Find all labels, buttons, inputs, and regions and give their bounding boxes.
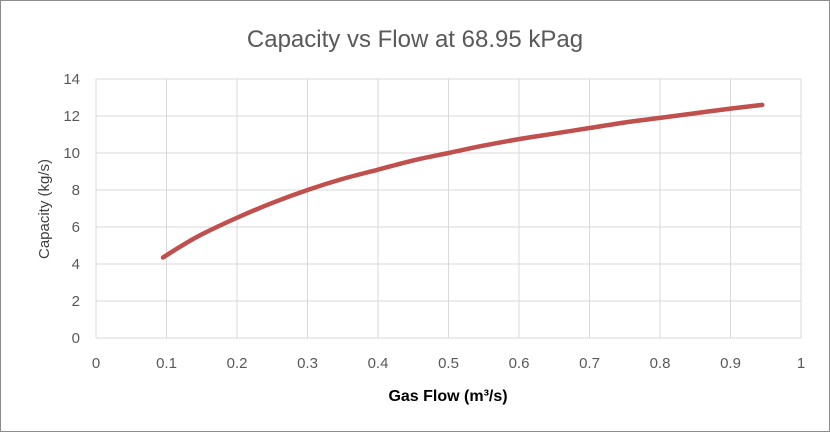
- series-line: [160, 102, 765, 260]
- x-tick-label: 0: [92, 355, 100, 372]
- x-tick-label: 0.3: [297, 355, 318, 372]
- x-axis-label: Gas Flow (m³/s): [388, 388, 507, 405]
- y-tick-label: 12: [63, 108, 80, 125]
- x-tick-label: 0.5: [438, 355, 459, 372]
- series-layer: [160, 102, 765, 260]
- y-tick-label: 14: [63, 71, 80, 88]
- gridlines: [95, 78, 802, 339]
- y-tick-label: 4: [72, 256, 80, 273]
- x-tick-label: 0.9: [720, 355, 741, 372]
- x-tick-label: 0.6: [509, 355, 530, 372]
- y-tick-label: 10: [63, 145, 80, 162]
- x-tick-label: 0.4: [368, 355, 389, 372]
- y-tick-label: 8: [72, 182, 80, 199]
- y-tick-label: 0: [72, 330, 80, 347]
- x-tick-label: 1: [797, 355, 805, 372]
- y-tick-label: 6: [72, 219, 80, 236]
- x-tick-label: 0.8: [650, 355, 671, 372]
- x-tick-label: 0.2: [227, 355, 248, 372]
- y-tick-label: 2: [72, 293, 80, 310]
- x-tick-label: 0.1: [156, 355, 177, 372]
- chart-title: Capacity vs Flow at 68.95 kPag: [247, 26, 583, 53]
- x-tick-label: 0.7: [579, 355, 600, 372]
- y-axis-label: Capacity (kg/s): [36, 159, 53, 259]
